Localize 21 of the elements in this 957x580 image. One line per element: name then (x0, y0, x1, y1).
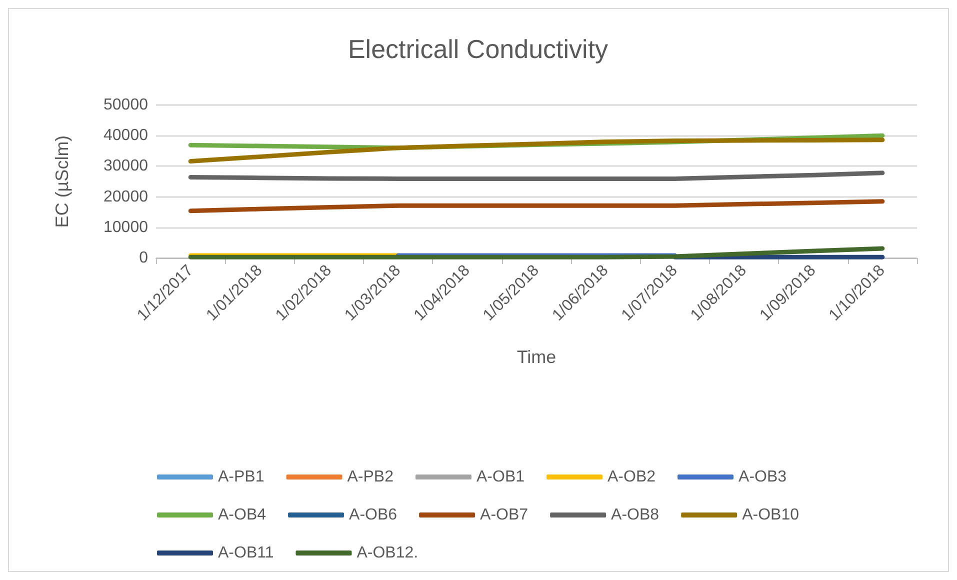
y-tick-label: 40000 (104, 127, 148, 144)
legend-label: A-OB7 (480, 506, 528, 524)
legend-label: A-PB1 (218, 468, 264, 486)
legend-label: A-OB8 (611, 506, 660, 524)
y-tick-label: 10000 (104, 218, 148, 236)
legend-label: A-OB2 (608, 468, 656, 486)
y-tick-label: 20000 (104, 188, 148, 206)
chart-title: Electricall Conductivity (348, 34, 608, 64)
y-axis-title: EC (µSclm) (52, 135, 72, 228)
x-axis-title: Time (516, 347, 556, 367)
legend-label: A-OB10 (742, 506, 800, 524)
legend-label: A-OB11 (218, 544, 274, 562)
legend-label: A-OB12. (356, 544, 418, 562)
y-tick-label: 50000 (104, 96, 148, 114)
legend-label: A-PB2 (347, 468, 394, 486)
legend-label: A-OB3 (738, 468, 787, 486)
legend-label: A-OB4 (218, 506, 266, 524)
legend-label: A-OB1 (476, 468, 525, 486)
y-tick-label: 30000 (104, 158, 148, 175)
y-tick-label: 0 (139, 250, 148, 266)
legend-label: A-OB6 (349, 506, 398, 524)
